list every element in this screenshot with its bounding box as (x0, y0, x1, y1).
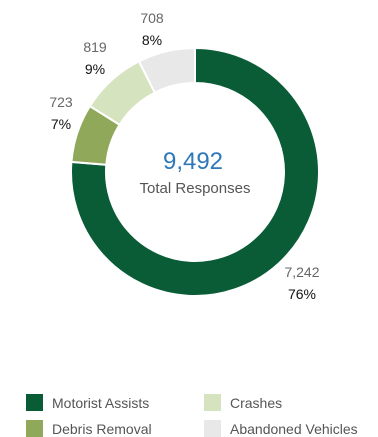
data-label-percent: 9% (85, 61, 105, 77)
data-label-value: 708 (140, 10, 164, 26)
center-total-value: 9,492 (163, 148, 223, 175)
data-label-value: 819 (83, 39, 107, 55)
data-label-percent: 7% (51, 116, 71, 132)
data-label-percent: 8% (142, 32, 162, 48)
data-label-value: 723 (49, 94, 73, 110)
donut-chart: 7,242 76% 723 7% 819 9% 708 8% 9,492 Total Resp… (49, 10, 320, 302)
legend-item-abandoned-vehicles: Abandoned Vehicles (204, 420, 358, 437)
slices-group (70, 46, 320, 297)
legend-swatch (26, 394, 43, 411)
labels-group: 7,242 76% 723 7% 819 9% 708 8% (49, 10, 319, 302)
legend-swatch (26, 420, 43, 437)
slice-abandoned-vehicles (137, 46, 196, 94)
legend-label: Debris Removal (52, 420, 152, 437)
legend-item-crashes: Crashes (204, 394, 282, 411)
legend-item-motorist-assists: Motorist Assists (26, 394, 149, 411)
legend-label: Crashes (230, 394, 283, 411)
data-label-value: 7,242 (284, 264, 319, 280)
data-label-percent: 76% (288, 286, 316, 302)
legend-swatch (204, 394, 221, 411)
legend-label: Motorist Assists (52, 394, 150, 411)
legend-label: Abandoned Vehicles (230, 420, 358, 437)
legend-swatch (204, 420, 221, 437)
legend-item-debris-removal: Debris Removal (26, 420, 152, 437)
slice-motorist-assists (70, 46, 320, 297)
center-total-label: Total Responses (140, 180, 251, 197)
